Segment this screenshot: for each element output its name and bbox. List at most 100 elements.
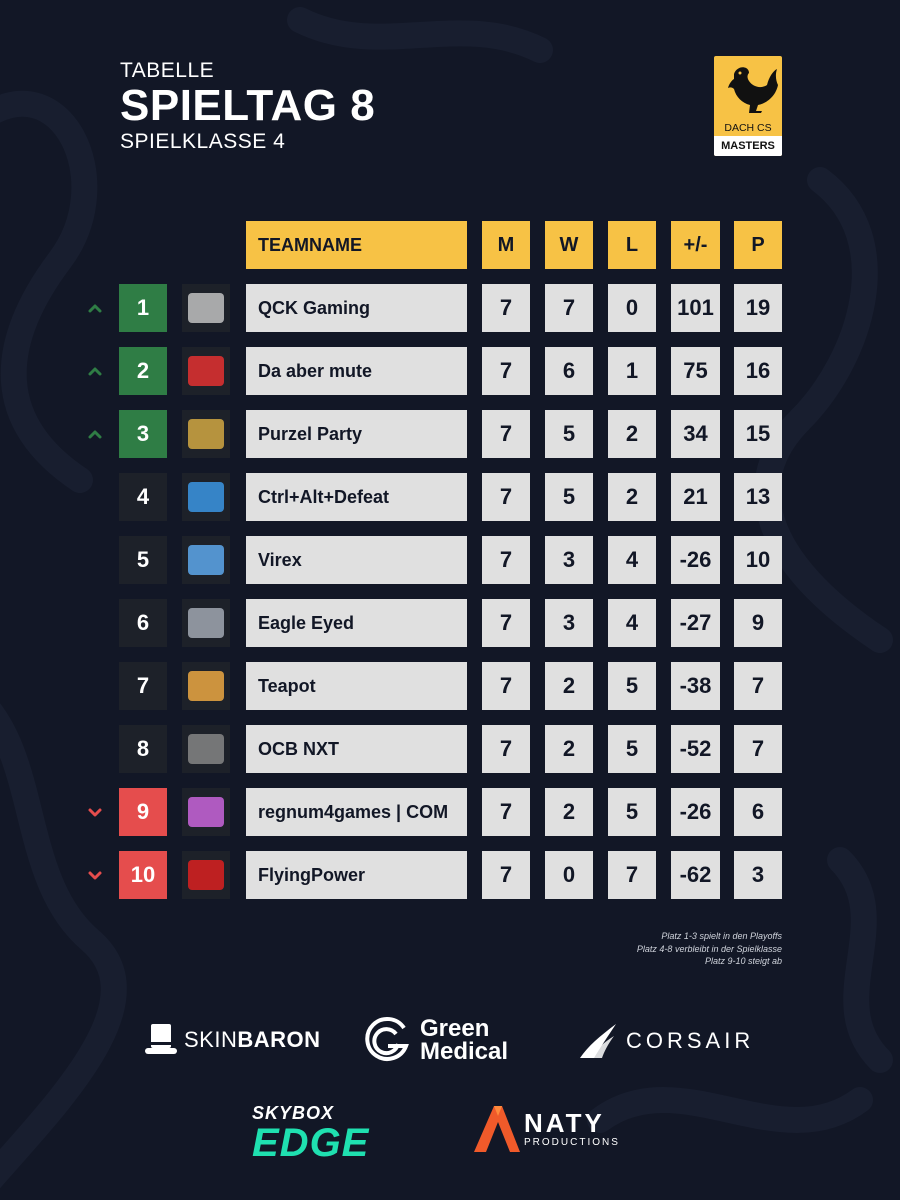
team-name-cell: QCK Gaming <box>246 284 467 332</box>
team-name: OCB NXT <box>258 738 339 759</box>
corsair-sails-icon <box>580 1024 616 1058</box>
page-header: TABELLE SPIELTAG 8 SPIELKLASSE 4 <box>120 60 375 154</box>
green-medical-line1: Green <box>420 1015 490 1042</box>
team-name-cell: Teapot <box>246 662 467 710</box>
team-name-cell: Ctrl+Alt+Defeat <box>246 473 467 521</box>
team-name-cell: FlyingPower <box>246 851 467 899</box>
points-cell: 7 <box>734 662 782 710</box>
anaty-line1: NATY <box>524 1108 605 1138</box>
matches-cell: 7 <box>482 536 530 584</box>
points-cell: 16 <box>734 347 782 395</box>
header-subtitle: SPIELKLASSE 4 <box>120 130 286 153</box>
wins-cell: 6 <box>545 347 593 395</box>
team-name-cell: Eagle Eyed <box>246 599 467 647</box>
wins-cell: 3 <box>545 599 593 647</box>
sponsor-green-medical: Green Medical <box>362 1016 508 1064</box>
sponsor-anaty: NATY PRODUCTIONS <box>472 1104 620 1154</box>
losses-cell: 5 <box>608 788 656 836</box>
difference-cell: -62 <box>671 851 720 899</box>
team-logo-mark <box>188 293 224 323</box>
wins-cell: 2 <box>545 788 593 836</box>
anaty-line2: PRODUCTIONS <box>524 1137 620 1148</box>
rank-cell: 7 <box>119 662 167 710</box>
green-medical-icon <box>365 1017 409 1061</box>
losses-cell: 7 <box>608 851 656 899</box>
team-logo-mark <box>188 860 224 890</box>
eagle-eyed-logo <box>182 599 230 647</box>
matches-cell: 7 <box>482 473 530 521</box>
purzel-party-logo <box>182 410 230 458</box>
matches-cell: 7 <box>482 662 530 710</box>
trend-down-icon <box>88 871 102 880</box>
qck-gaming-logo <box>182 284 230 332</box>
matches-cell: 7 <box>482 851 530 899</box>
team-name: FlyingPower <box>258 864 366 885</box>
team-name-cell: Da aber mute <box>246 347 467 395</box>
skybox-line2: EDGE <box>252 1121 370 1165</box>
team-name: Purzel Party <box>258 423 363 444</box>
points-cell: 10 <box>734 536 782 584</box>
trend-up-icon <box>88 367 102 376</box>
team-name-cell: OCB NXT <box>246 725 467 773</box>
matches-cell: 7 <box>482 410 530 458</box>
wins-cell: 7 <box>545 284 593 332</box>
ctrl-alt-defeat-logo <box>182 473 230 521</box>
corsair-wordmark: CORSAIR <box>626 1028 755 1053</box>
matches-cell: 7 <box>482 725 530 773</box>
ocb-nxt-logo <box>182 725 230 773</box>
team-name: Virex <box>258 549 302 570</box>
points-cell: 9 <box>734 599 782 647</box>
points-cell: 3 <box>734 851 782 899</box>
difference-cell: 21 <box>671 473 720 521</box>
league-logo-line1: DACH CS <box>724 122 772 134</box>
legend-notes: Platz 1-3 spielt in den Playoffs Platz 4… <box>637 930 782 968</box>
flyingpower-logo <box>182 851 230 899</box>
points-cell: 13 <box>734 473 782 521</box>
skinbaron-bold: BARON <box>237 1027 321 1052</box>
virex-logo <box>182 536 230 584</box>
rank-cell: 4 <box>119 473 167 521</box>
da-aber-mute-logo <box>182 347 230 395</box>
team-logo-mark <box>188 797 224 827</box>
league-logo: DACH CS MASTERS <box>714 56 782 156</box>
team-logo-mark <box>188 419 224 449</box>
team-name-cell: Purzel Party <box>246 410 467 458</box>
matches-cell: 7 <box>482 788 530 836</box>
losses-cell: 0 <box>608 284 656 332</box>
header-matches: M <box>482 221 530 269</box>
team-logo-mark <box>188 356 224 386</box>
skinbaron-light: SKIN <box>184 1027 238 1052</box>
matches-cell: 7 <box>482 347 530 395</box>
losses-cell: 4 <box>608 599 656 647</box>
page-title: SPIELTAG 8 <box>120 81 376 130</box>
trend-down-icon <box>88 808 102 817</box>
difference-cell: 34 <box>671 410 720 458</box>
note-relegation: Platz 9-10 steigt ab <box>704 956 782 966</box>
header-teamname: TEAMNAME <box>246 221 467 269</box>
header-difference: +/- <box>671 221 720 269</box>
points-cell: 6 <box>734 788 782 836</box>
rank-cell: 8 <box>119 725 167 773</box>
wins-cell: 0 <box>545 851 593 899</box>
difference-cell: -26 <box>671 536 720 584</box>
trend-up-icon <box>88 430 102 439</box>
points-cell: 7 <box>734 725 782 773</box>
matches-cell: 7 <box>482 599 530 647</box>
team-name: regnum4games | COM <box>258 801 449 822</box>
difference-cell: -52 <box>671 725 720 773</box>
difference-cell: -38 <box>671 662 720 710</box>
green-medical-line2: Medical <box>420 1038 509 1065</box>
teapot-logo <box>182 662 230 710</box>
difference-cell: 75 <box>671 347 720 395</box>
note-playoffs: Platz 1-3 spielt in den Playoffs <box>661 931 782 941</box>
team-name: Da aber mute <box>258 360 373 381</box>
wins-cell: 3 <box>545 536 593 584</box>
team-logo-mark <box>188 608 224 638</box>
losses-cell: 2 <box>608 410 656 458</box>
wins-cell: 5 <box>545 473 593 521</box>
rank-cell: 2 <box>119 347 167 395</box>
sponsor-skinbaron: SKIN BARON <box>144 1022 321 1058</box>
losses-cell: 2 <box>608 473 656 521</box>
header-label: TABELLE <box>120 59 215 82</box>
team-name: Teapot <box>258 675 316 696</box>
